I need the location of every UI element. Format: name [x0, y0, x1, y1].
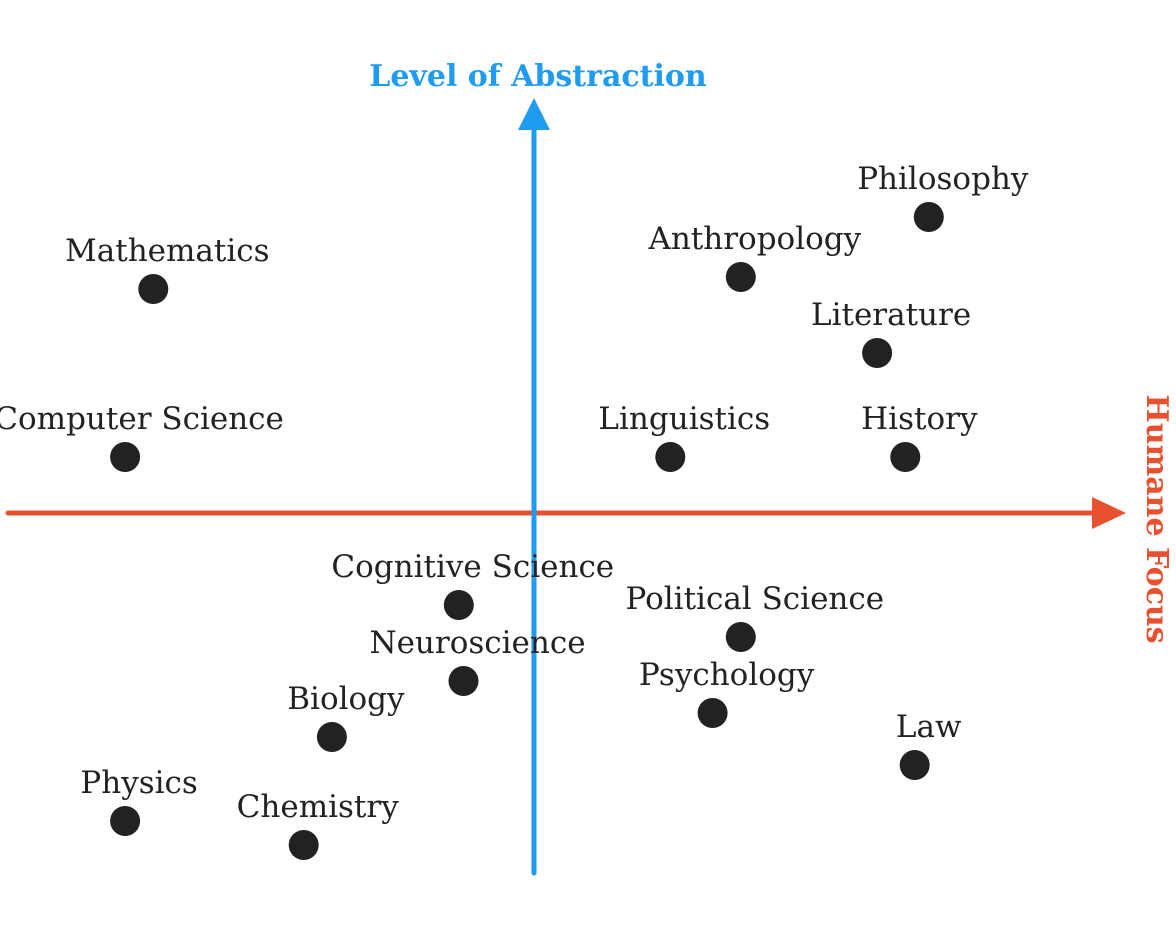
point-label: Anthropology: [647, 221, 861, 257]
point-marker: [110, 442, 141, 472]
point-marker: [110, 806, 141, 836]
point-biology: Biology: [287, 681, 405, 752]
point-history: History: [861, 401, 978, 472]
point-physics: Physics: [80, 765, 198, 836]
point-marker: [697, 698, 728, 728]
point-marker: [138, 274, 169, 304]
point-marker: [725, 622, 756, 652]
point-label: Mathematics: [65, 233, 270, 269]
point-computer-science: Computer Science: [0, 401, 284, 472]
point-neuroscience: Neuroscience: [369, 625, 586, 696]
point-label: Philosophy: [857, 161, 1029, 197]
point-marker: [448, 666, 479, 696]
point-label: Computer Science: [0, 401, 284, 437]
point-marker: [288, 830, 319, 860]
point-philosophy: Philosophy: [857, 161, 1029, 232]
point-linguistics: Linguistics: [598, 401, 770, 472]
point-label: Psychology: [639, 657, 815, 693]
point-marker: [725, 262, 756, 292]
point-marker: [913, 202, 944, 232]
y-axis-arrowhead: [518, 98, 550, 130]
point-law: Law: [896, 709, 962, 780]
point-label: Cognitive Science: [331, 549, 614, 585]
point-psychology: Psychology: [639, 657, 815, 728]
point-label: Political Science: [625, 581, 884, 617]
point-chemistry: Chemistry: [237, 789, 400, 860]
point-anthropology: Anthropology: [647, 221, 862, 292]
point-marker: [316, 722, 347, 752]
point-marker: [890, 442, 921, 472]
point-cognitive-science: Cognitive Science: [331, 549, 614, 620]
point-marker: [899, 750, 930, 780]
point-label: Chemistry: [237, 789, 400, 825]
point-label: History: [861, 401, 978, 437]
point-label: Literature: [811, 297, 971, 333]
x-axis-arrowhead: [1092, 497, 1126, 529]
point-mathematics: Mathematics: [65, 233, 270, 304]
point-label: Law: [896, 709, 962, 745]
point-label: Physics: [80, 765, 197, 801]
point-label: Neuroscience: [369, 625, 585, 661]
point-literature: Literature: [811, 297, 971, 368]
point-label: Biology: [287, 681, 405, 717]
point-marker: [655, 442, 686, 472]
point-political-science: Political Science: [625, 581, 884, 652]
point-label: Linguistics: [598, 401, 770, 437]
y-axis-title: Level of Abstraction: [369, 59, 707, 94]
point-marker: [443, 590, 474, 620]
point-marker: [862, 338, 893, 368]
data-points: Mathematics Computer Science Philosophy Ant…: [0, 161, 1029, 860]
x-axis-title: Humane Focus: [1139, 394, 1174, 643]
